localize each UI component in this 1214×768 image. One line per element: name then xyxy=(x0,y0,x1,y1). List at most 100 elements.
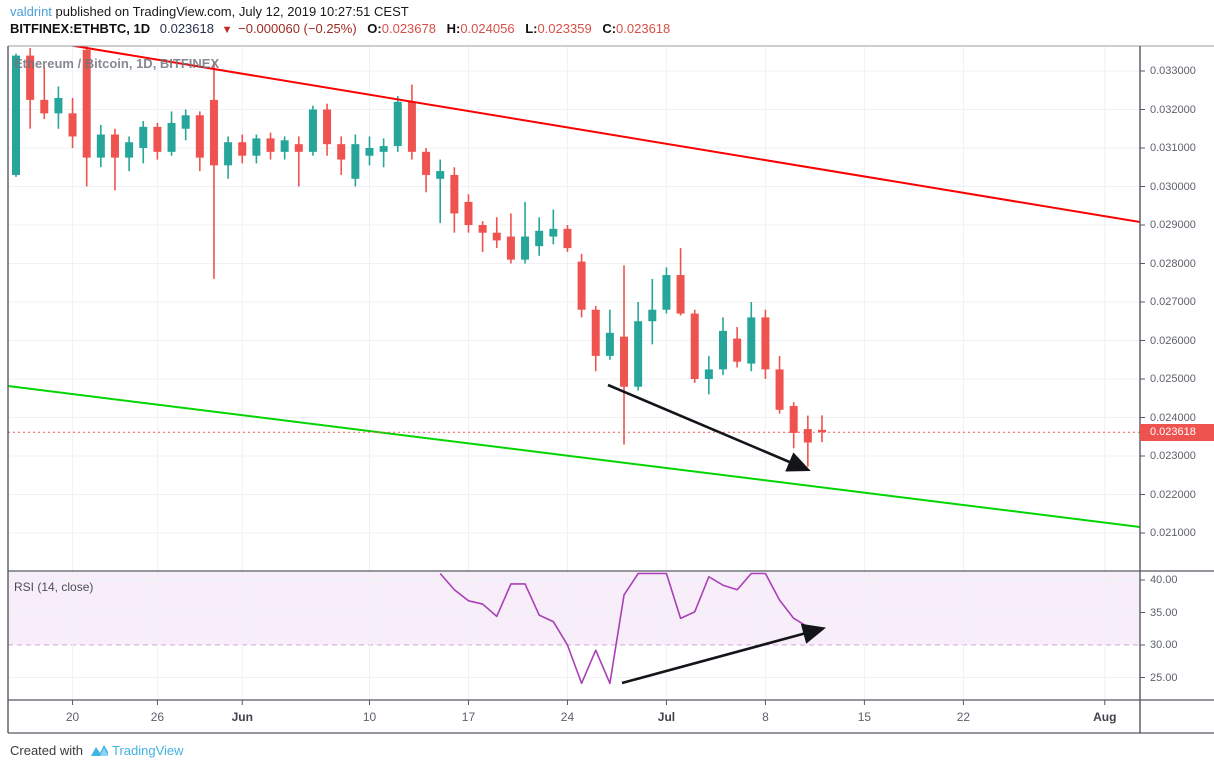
close-value: 0.023618 xyxy=(616,21,671,36)
price-axis-label: 0.021000 xyxy=(1150,527,1196,539)
rsi-line[interactable] xyxy=(439,572,823,685)
publish-info-line: valdrint published on TradingView.com, J… xyxy=(10,4,409,19)
candle-2019-07-01[interactable] xyxy=(662,275,671,310)
candle-2019-06-17[interactable] xyxy=(464,201,473,225)
candle-2019-05-23[interactable] xyxy=(110,134,119,158)
candle-2019-05-30[interactable] xyxy=(209,99,218,166)
price-axis-label: 0.027000 xyxy=(1150,296,1196,308)
candle-2019-05-18[interactable] xyxy=(40,99,49,114)
price-axis-label: 0.028000 xyxy=(1150,257,1196,270)
price-axis-label: 0.029000 xyxy=(1150,219,1196,231)
price-change-value: −0.000060 (−0.25%) xyxy=(238,21,357,36)
time-axis-label-Aug: Aug xyxy=(1093,710,1117,724)
candle-2019-07-02[interactable] xyxy=(676,275,685,314)
time-axis-label-Jul: Jul xyxy=(657,710,676,724)
price-axis-label: 0.023000 xyxy=(1150,450,1196,462)
candle-2019-05-27[interactable] xyxy=(167,122,176,152)
price-trend-arrow[interactable] xyxy=(607,383,811,472)
candle-2019-07-03[interactable] xyxy=(690,313,699,379)
candle-2019-05-16[interactable] xyxy=(12,55,20,175)
candle-2019-06-13[interactable] xyxy=(407,101,416,152)
candle-2019-05-24[interactable] xyxy=(125,142,134,158)
candle-2019-06-26[interactable] xyxy=(591,309,600,356)
created-with-text: Created with xyxy=(10,743,83,758)
candle-2019-06-14[interactable] xyxy=(422,151,431,175)
rsi-study-label[interactable]: RSI (14, close) xyxy=(14,580,94,594)
candle-2019-06-30[interactable] xyxy=(648,309,657,322)
candle-2019-07-12[interactable] xyxy=(817,429,826,433)
rsi-axis-label: 35.00 xyxy=(1150,606,1178,619)
candle-2019-06-01[interactable] xyxy=(238,142,247,156)
time-axis-label-20: 20 xyxy=(65,710,80,724)
candle-2019-05-20[interactable] xyxy=(68,113,77,137)
candle-2019-05-26[interactable] xyxy=(153,126,162,152)
candle-2019-06-05[interactable] xyxy=(294,144,303,152)
candle-2019-06-06[interactable] xyxy=(308,109,317,152)
high-label: H: xyxy=(446,21,461,36)
candle-2019-05-21[interactable] xyxy=(82,49,91,158)
rsi-axis-label: 30.00 xyxy=(1150,639,1178,651)
candle-2019-05-17[interactable] xyxy=(26,55,35,100)
candle-2019-06-24[interactable] xyxy=(563,228,572,249)
trendline-descending-resistance[interactable] xyxy=(8,35,1140,223)
candle-2019-05-31[interactable] xyxy=(224,142,233,166)
candle-2019-05-29[interactable] xyxy=(195,115,204,158)
candle-2019-07-08[interactable] xyxy=(761,317,770,370)
candle-2019-06-27[interactable] xyxy=(605,332,614,356)
symbol-interval-label[interactable]: BITFINEX:ETHBTC, 1D xyxy=(10,21,151,36)
price-axis-label: 0.033000 xyxy=(1150,65,1196,77)
candle-2019-06-11[interactable] xyxy=(379,146,388,152)
candle-2019-06-07[interactable] xyxy=(323,109,332,145)
tradingview-brand-link[interactable]: TradingView xyxy=(111,743,184,758)
tradingview-logo-icon[interactable] xyxy=(90,743,109,758)
rsi-axis-label: 40.00 xyxy=(1150,574,1178,586)
time-axis-label-26: 26 xyxy=(150,710,165,724)
trendline-descending-support[interactable] xyxy=(8,385,1140,528)
candle-2019-05-28[interactable] xyxy=(181,115,190,129)
rsi-divergence-arrow[interactable] xyxy=(621,623,827,685)
price-down-icon: ▼ xyxy=(221,24,233,36)
candle-2019-06-08[interactable] xyxy=(337,144,346,160)
candle-2019-07-04[interactable] xyxy=(704,369,713,379)
candle-2019-07-10[interactable] xyxy=(789,405,798,433)
candle-2019-06-18[interactable] xyxy=(478,225,487,233)
candle-2019-07-07[interactable] xyxy=(747,317,756,364)
open-label: O: xyxy=(367,21,382,36)
time-axis-label-10: 10 xyxy=(362,710,377,724)
close-label: C: xyxy=(602,21,617,36)
candle-2019-06-12[interactable] xyxy=(393,101,402,147)
candle-2019-05-22[interactable] xyxy=(96,134,105,158)
rsi-band xyxy=(8,572,1140,645)
candle-2019-06-16[interactable] xyxy=(450,174,459,214)
candle-2019-05-25[interactable] xyxy=(139,126,148,148)
candle-2019-06-28[interactable] xyxy=(620,336,629,387)
candle-2019-05-19[interactable] xyxy=(54,97,63,114)
low-label: L: xyxy=(525,21,538,36)
price-axis-label: 0.022000 xyxy=(1150,488,1196,501)
author-link[interactable]: valdrint xyxy=(10,4,52,19)
candle-2019-06-03[interactable] xyxy=(266,138,275,152)
candle-2019-06-15[interactable] xyxy=(436,171,445,179)
candle-2019-06-25[interactable] xyxy=(577,261,586,310)
candle-2019-06-10[interactable] xyxy=(365,148,374,156)
candle-2019-07-11[interactable] xyxy=(803,429,812,443)
candle-2019-06-02[interactable] xyxy=(252,138,261,156)
candle-2019-07-06[interactable] xyxy=(733,338,742,362)
price-axis-label: 0.031000 xyxy=(1150,142,1196,154)
rsi-axis-label: 25.00 xyxy=(1150,671,1178,684)
candle-2019-06-21[interactable] xyxy=(521,236,530,260)
candle-2019-06-22[interactable] xyxy=(535,230,544,247)
candle-2019-07-09[interactable] xyxy=(775,369,784,410)
candle-2019-07-05[interactable] xyxy=(719,330,727,370)
symbol-info-line: BITFINEX:ETHBTC, 1D 0.023618 ▼ −0.000060… xyxy=(10,21,670,36)
time-axis-label-Jun: Jun xyxy=(231,710,253,724)
candle-2019-06-20[interactable] xyxy=(506,236,515,260)
candle-2019-06-19[interactable] xyxy=(492,232,501,241)
candle-2019-06-23[interactable] xyxy=(549,228,558,237)
candle-2019-06-09[interactable] xyxy=(351,144,360,179)
candle-2019-06-29[interactable] xyxy=(634,321,643,387)
candle-2019-06-04[interactable] xyxy=(280,140,289,152)
candles-layer xyxy=(12,46,826,467)
